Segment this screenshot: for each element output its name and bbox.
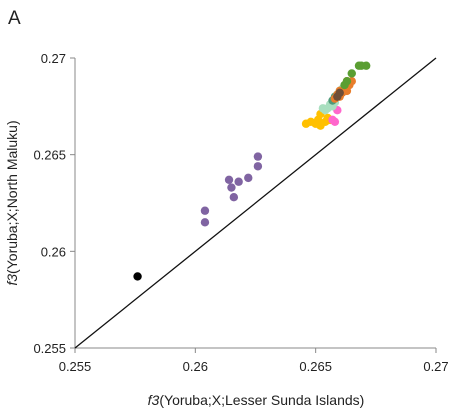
data-point bbox=[342, 77, 352, 86]
data-point bbox=[253, 162, 263, 171]
data-point bbox=[229, 193, 239, 202]
plot-area: 0.255 0.26 0.265 0.27 0.255 0.26 0.265 0.27 bbox=[33, 51, 448, 374]
x-axis-title-prefix: f3 bbox=[148, 392, 160, 408]
y-ticks: 0.255 0.26 0.265 0.27 bbox=[33, 51, 75, 356]
x-tick-label: 0.27 bbox=[423, 359, 448, 374]
y-tick-label: 0.26 bbox=[41, 244, 66, 259]
y-axis-title-prefix: f3 bbox=[4, 274, 20, 286]
x-tick-label: 0.265 bbox=[299, 359, 332, 374]
panel-label: A bbox=[8, 8, 21, 29]
x-axis-title-rest: (Yoruba;X;Lesser Sunda Islands) bbox=[159, 392, 364, 408]
data-point bbox=[224, 175, 234, 184]
x-tick-label: 0.255 bbox=[59, 359, 92, 374]
x-tick-label: 0.26 bbox=[183, 359, 208, 374]
data-point bbox=[133, 272, 142, 281]
x-axis-title: f3(Yoruba;X;Lesser Sunda Islands) bbox=[148, 392, 365, 408]
data-point bbox=[253, 152, 263, 161]
data-point bbox=[321, 106, 330, 115]
data-point bbox=[227, 183, 236, 192]
data-point bbox=[244, 173, 253, 183]
data-point bbox=[335, 88, 344, 98]
y-axis-title: f3(Yoruba;X;North Maluku) bbox=[4, 120, 20, 285]
x-ticks: 0.255 0.26 0.265 0.27 bbox=[59, 348, 449, 374]
y-axis-title-rest: (Yoruba;X;North Maluku) bbox=[4, 120, 20, 274]
y-tick-label: 0.27 bbox=[41, 51, 66, 66]
data-point bbox=[362, 61, 371, 70]
data-point bbox=[347, 69, 356, 78]
reference-diagonal-line bbox=[74, 57, 437, 349]
data-point bbox=[234, 177, 243, 186]
data-point bbox=[330, 117, 340, 127]
data-point bbox=[200, 218, 210, 227]
data-points bbox=[133, 61, 371, 281]
y-tick-label: 0.255 bbox=[33, 341, 66, 356]
data-point bbox=[200, 206, 210, 215]
y-tick-label: 0.265 bbox=[33, 148, 66, 163]
